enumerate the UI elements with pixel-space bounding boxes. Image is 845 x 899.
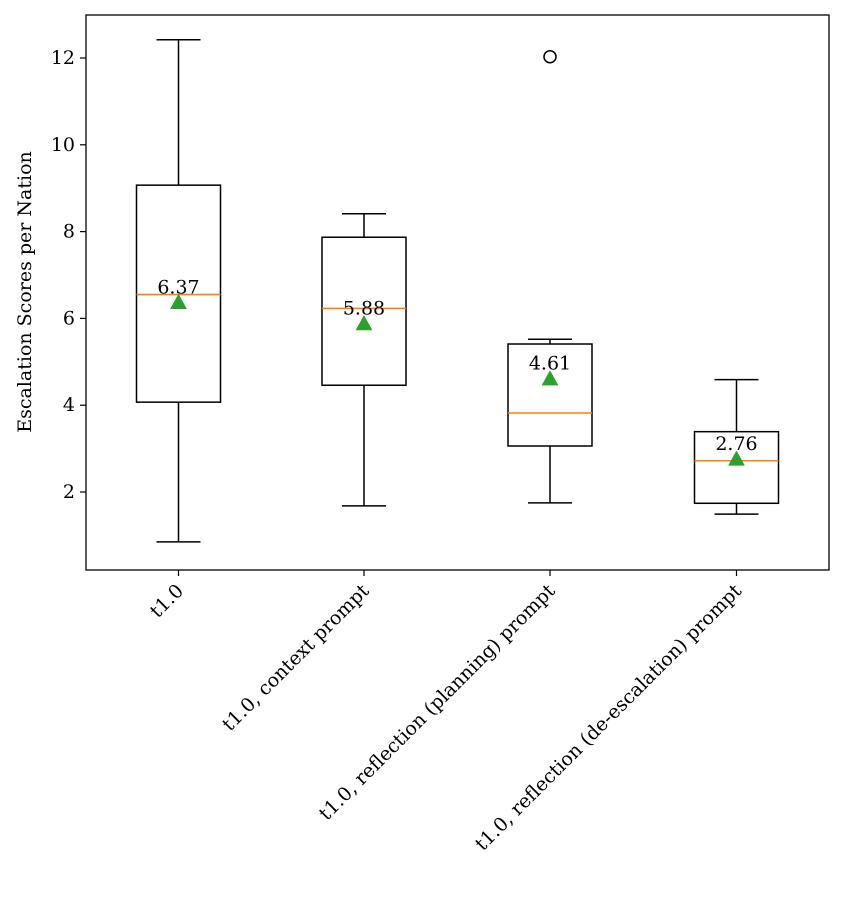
mean-marker [355, 315, 373, 331]
box-group: 2.76 [693, 378, 780, 515]
y-tick-label: 2 [63, 481, 75, 503]
box-series: 6.37 5.88 4.61 2.76 [135, 39, 780, 543]
iqr-box [693, 430, 780, 505]
mean-marker [541, 370, 559, 386]
y-tick-label: 12 [51, 47, 75, 69]
iqr-box [321, 236, 407, 386]
mean-value-label: 2.76 [715, 433, 757, 455]
mean-value-label: 6.37 [157, 276, 199, 298]
iqr-box [507, 343, 593, 447]
y-axis-label: Escalation Scores per Nation [14, 151, 36, 433]
box-group: 6.37 [135, 39, 222, 543]
mean-value-label: 4.61 [529, 353, 571, 375]
x-category-label: t1.0 [146, 580, 188, 622]
box-group: 4.61 [507, 49, 593, 504]
iqr-box [135, 184, 222, 403]
mean-marker [170, 293, 187, 309]
mean-marker [728, 450, 745, 466]
x-category-label: t1.0, context prompt [218, 580, 374, 736]
mean-value-label: 5.88 [343, 298, 385, 320]
y-tick-label: 10 [51, 134, 75, 156]
y-tick-label: 4 [63, 394, 75, 416]
box-group: 5.88 [321, 213, 407, 507]
y-tick-label: 6 [63, 307, 75, 329]
outlier-point [543, 49, 557, 64]
y-tick-label: 8 [63, 221, 75, 243]
plot-area-frame [85, 14, 830, 571]
y-axis: 2 4 6 8 10 12 [51, 47, 86, 503]
